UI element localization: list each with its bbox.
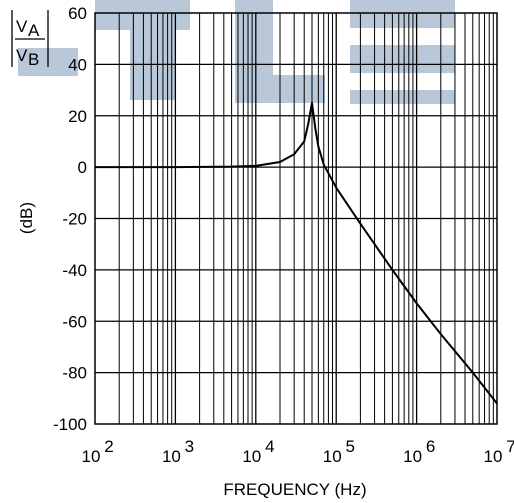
y-axis-label: (dB) [17, 202, 36, 234]
x-tick-label: 10 [403, 447, 422, 466]
y-tick-label: -40 [62, 261, 87, 280]
y-tick-label: -60 [62, 312, 87, 331]
ratio-numerator: V [16, 17, 28, 36]
x-tick-label: 10 [162, 447, 181, 466]
ratio-denominator-sub: B [28, 50, 39, 69]
y-tick-label: 40 [68, 55, 87, 74]
x-tick-label: 10 [323, 447, 342, 466]
y-tick-label: 60 [68, 4, 87, 23]
x-tick-exponent: 4 [265, 437, 274, 456]
plot-border [94, 12, 498, 425]
y-axis-ratio-label: V AV B [11, 10, 49, 69]
y-tick-labels: -100 -80 -60 -40 -20 0 20 40 60 [53, 4, 87, 434]
series-line [95, 101, 498, 405]
watermark-shape [350, 90, 455, 104]
watermark-shape [350, 0, 455, 28]
y-tick-label: -100 [53, 415, 87, 434]
y-tick-label: -80 [62, 364, 87, 383]
x-tick-exponent: 5 [345, 437, 354, 456]
series-line-path [95, 101, 498, 405]
watermark-shape [130, 0, 175, 100]
x-axis-label: FREQUENCY (Hz) [223, 480, 366, 499]
x-tick-exponent: 7 [506, 437, 514, 456]
plot-frame [94, 12, 498, 425]
x-tick-label: 10 [242, 447, 261, 466]
x-tick-exponent: 3 [185, 437, 194, 456]
y-tick-label: 0 [78, 158, 87, 177]
x-tick-label: 10 [484, 447, 503, 466]
grid [95, 13, 497, 424]
x-tick-exponent: 6 [426, 437, 435, 456]
x-tick-label: 10 [82, 447, 101, 466]
y-tick-label: 20 [68, 107, 87, 126]
ratio-numerator-sub: A [28, 21, 40, 40]
ratio-denominator: V [16, 46, 28, 65]
y-tick-label: -20 [62, 210, 87, 229]
watermark-shape [350, 45, 455, 73]
x-tick-exponent: 2 [104, 437, 113, 456]
